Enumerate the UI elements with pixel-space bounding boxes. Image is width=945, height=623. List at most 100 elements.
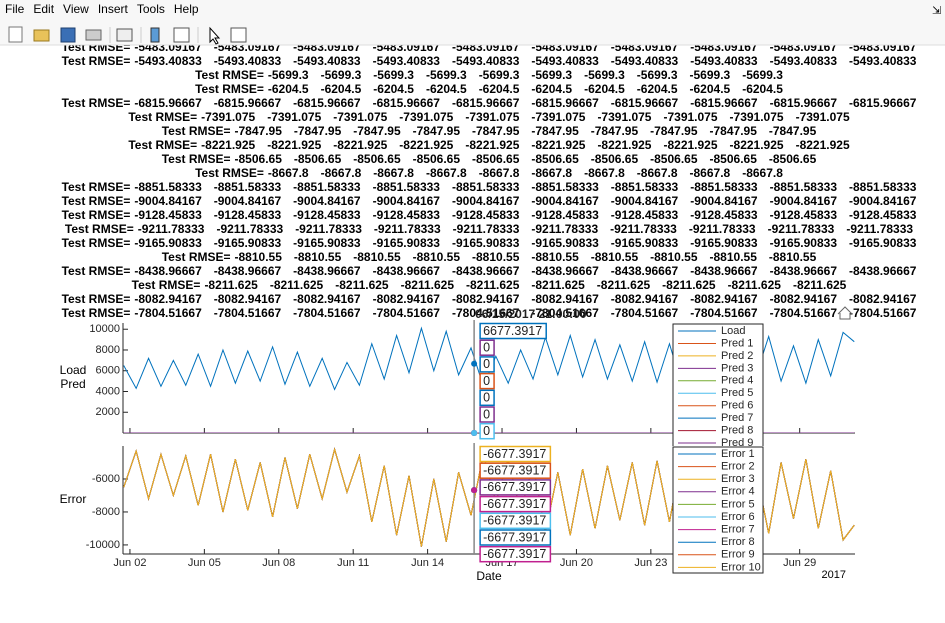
datatip-value: -6677.3917 [483, 447, 546, 461]
rmse-value: -6204.5 [584, 82, 625, 96]
legend-label: Error 10 [721, 561, 761, 573]
link-button[interactable] [116, 28, 133, 42]
save-button[interactable] [60, 27, 76, 43]
rmse-value: -7391.075 [730, 110, 784, 124]
rmse-value: -9211.78333 [216, 222, 283, 236]
rmse-label: Test RMSE= [128, 138, 197, 152]
open-button[interactable] [33, 29, 50, 42]
legend-label: Error 7 [721, 524, 755, 536]
rmse-value: -8810.55 [294, 250, 342, 264]
rmse-value: -8810.55 [591, 250, 639, 264]
property-inspector-button[interactable] [230, 27, 247, 43]
y-tick-label: 2000 [96, 406, 120, 418]
rmse-value: -8851.58333 [214, 180, 282, 194]
rmse-value: -8810.55 [472, 250, 520, 264]
menu-item[interactable]: Insert [98, 2, 129, 16]
rmse-value: -8851.58333 [849, 180, 917, 194]
rmse-value: -8667.8 [268, 166, 309, 180]
rmse-value: -8438.96667 [611, 264, 679, 278]
rmse-value: -7847.95 [353, 124, 401, 138]
rmse-value: -8667.8 [637, 166, 678, 180]
legend-label: Load [721, 325, 745, 337]
legend-label: Pred 8 [721, 425, 753, 437]
rmse-value: -8438.96667 [134, 264, 202, 278]
menu-item[interactable]: Help [174, 2, 199, 16]
rmse-label: Test RMSE= [62, 194, 131, 208]
rmse-value: -7847.95 [531, 124, 579, 138]
rmse-value: -9165.90833 [373, 236, 441, 250]
datatip-value: 0 [483, 407, 490, 421]
rmse-value: -6815.96667 [690, 96, 758, 110]
rmse-value: -8506.65 [650, 152, 698, 166]
rmse-value: -8506.65 [472, 152, 520, 166]
rmse-value: -8810.55 [769, 250, 817, 264]
rmse-value: -8667.8 [321, 166, 362, 180]
rmse-value: -9165.90833 [452, 236, 520, 250]
rmse-value: -8438.96667 [770, 264, 838, 278]
rmse-value: -8438.96667 [849, 264, 917, 278]
rmse-value: -8221.925 [267, 138, 321, 152]
rmse-value: -7391.075 [796, 110, 850, 124]
rmse-label: Test RMSE= [195, 166, 264, 180]
datatip-value: -6677.3917 [483, 480, 546, 494]
rmse-value: -8438.96667 [690, 264, 758, 278]
undock-icon[interactable]: ⇲ [932, 5, 941, 17]
rmse-label: Test RMSE= [162, 124, 231, 138]
rmse-label: Test RMSE= [62, 306, 131, 320]
rmse-value: -9004.84167 [373, 194, 441, 208]
year-label: 2017 [822, 569, 846, 581]
x-tick-label: Jun 23 [634, 557, 667, 569]
y-tick-label: 8000 [96, 344, 120, 356]
rmse-value: -8211.625 [401, 278, 455, 292]
toolbar [8, 26, 247, 45]
rmse-value: -8082.94167 [531, 292, 599, 306]
rmse-value: -7804.51667 [293, 306, 361, 320]
datatip-box [479, 445, 552, 463]
home-icon[interactable] [837, 306, 853, 320]
rmse-value: -6815.96667 [452, 96, 520, 110]
rmse-value: -8506.65 [769, 152, 817, 166]
rmse-value: -6815.96667 [531, 96, 599, 110]
menu-item[interactable]: Edit [33, 2, 54, 16]
edit-plot-button[interactable] [209, 26, 221, 45]
legend-label: Pred 2 [721, 350, 753, 362]
rmse-value: -8506.65 [294, 152, 342, 166]
rmse-value: -6815.96667 [214, 96, 282, 110]
menu-item[interactable]: View [63, 2, 89, 16]
x-tick-label: Jun 08 [262, 557, 295, 569]
rmse-value: -9128.45833 [531, 208, 599, 222]
rmse-value: -7847.95 [769, 124, 817, 138]
menu-bar: File Edit View Insert Tools Help [5, 2, 199, 16]
rmse-value: -6204.5 [268, 82, 309, 96]
rmse-value: -9165.90833 [531, 236, 599, 250]
y-axis-label: Pred [60, 377, 85, 391]
colorbar-button[interactable] [150, 27, 160, 43]
menu-item[interactable]: Tools [137, 2, 165, 16]
rmse-value: -8211.625 [466, 278, 520, 292]
datatip-value: 0 [483, 424, 490, 438]
y-tick-label: -8000 [92, 506, 120, 518]
rmse-value: -8667.8 [584, 166, 625, 180]
legend-button[interactable] [173, 27, 190, 43]
legend-label: Pred 5 [721, 387, 753, 399]
rmse-value: -6204.5 [531, 82, 572, 96]
rmse-value: -8851.58333 [293, 180, 361, 194]
menu-item[interactable]: File [5, 2, 25, 16]
rmse-value: -9211.78333 [846, 222, 913, 236]
rmse-value: -7391.075 [399, 110, 453, 124]
print-button[interactable] [85, 29, 102, 41]
legend-label: Pred 1 [721, 337, 753, 349]
rmse-label: Test RMSE= [132, 278, 201, 292]
new-button[interactable] [8, 26, 23, 43]
legend-label: Pred 4 [721, 375, 753, 387]
datatip-box [479, 356, 495, 373]
rmse-value: -6815.96667 [373, 96, 441, 110]
legend-label: Pred 7 [721, 412, 753, 424]
rmse-label: Test RMSE= [195, 68, 264, 82]
rmse-value: -8506.65 [531, 152, 579, 166]
datatip-box [479, 322, 547, 340]
rmse-value: -9165.90833 [134, 236, 202, 250]
